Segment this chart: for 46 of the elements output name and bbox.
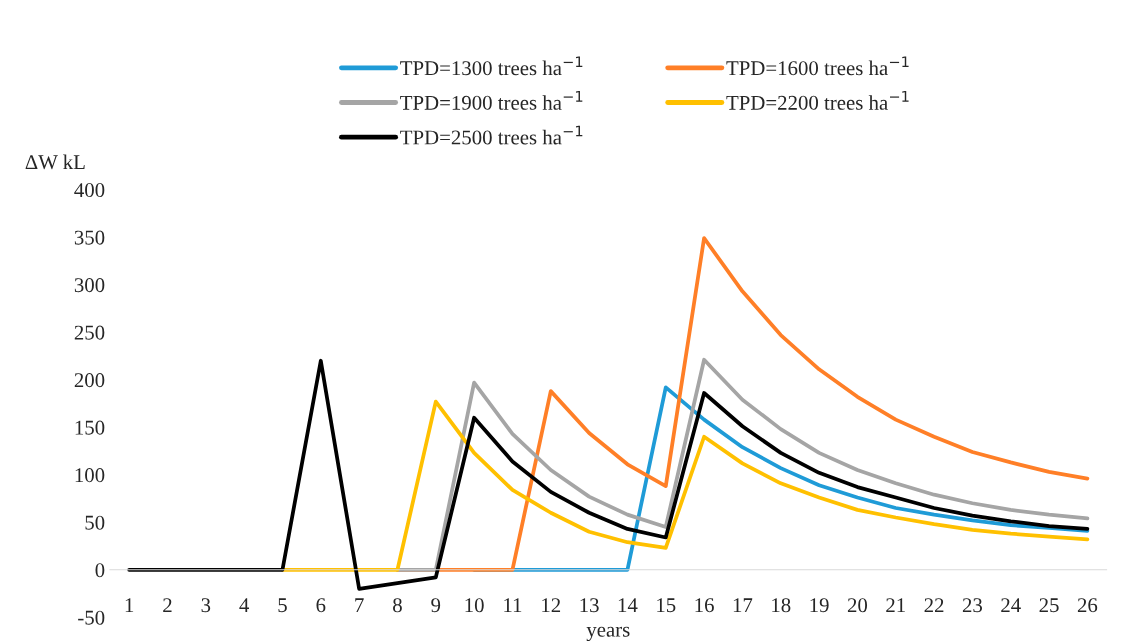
legend-label: TPD=2200 trees ha$^{−1}$	[726, 91, 909, 110]
line-series	[395, 357, 1090, 572]
x-tick-label: 9	[431, 598, 441, 613]
x-tick-label: 13	[580, 598, 599, 613]
legend-label: TPD=1600 trees ha$^{−1}$	[726, 56, 909, 76]
y-tick-label: 300	[74, 278, 105, 293]
x-tick-label: 22	[924, 598, 944, 612]
x-tick-label: 20	[847, 598, 868, 613]
x-tick-label: 3	[201, 598, 211, 613]
x-tick-label: 1	[125, 598, 134, 612]
x-tick-label: 18	[772, 598, 791, 613]
legend-label: TPD=1900 trees ha$^{−1}$	[400, 91, 583, 110]
x-tick-label: 5	[278, 598, 287, 613]
x-tick-label: 10	[465, 598, 484, 613]
legend-label: TPD=2500 trees ha$^{−1}$	[400, 125, 583, 145]
x-tick-label: 12	[542, 598, 561, 612]
x-tick-label: 17	[733, 598, 753, 612]
x-tick-label: 23	[962, 598, 983, 613]
x-tick-label: 15	[657, 598, 676, 613]
y-tick-label: 400	[74, 183, 105, 198]
x-tick-label: 26	[1077, 598, 1098, 613]
x-tick-label: 14	[618, 598, 638, 612]
x-tick-label: 7	[355, 598, 364, 612]
x-tick-label: 2	[163, 598, 172, 612]
y-tick-label: 200	[74, 373, 105, 388]
x-tick-label: 24	[1001, 598, 1021, 612]
x-tick-label: 6	[316, 598, 326, 613]
line-series	[127, 358, 1090, 591]
x-tick-label: 4	[239, 598, 250, 612]
y-tick-label: 100	[75, 468, 105, 483]
x-tick-label: 19	[810, 598, 829, 613]
y-tick-label: 50	[85, 515, 105, 530]
x-tick-label: 8	[393, 598, 402, 613]
y-tick-label: 150	[75, 420, 105, 435]
line-series	[280, 399, 1090, 572]
y-tick-label: 0	[95, 563, 105, 578]
y-tick-label: 350	[74, 230, 105, 245]
y-tick-label: -50	[78, 610, 105, 625]
x-tick-label: 25	[1039, 598, 1059, 613]
legend-label: TPD=1300 trees ha$^{−1}$	[400, 56, 583, 76]
x-tick-label: 21	[886, 598, 905, 612]
y-tick-label: 250	[74, 325, 105, 340]
x-axis-title: years	[586, 626, 630, 642]
y-axis-title: ΔW kL	[25, 154, 85, 170]
x-tick-label: 16	[695, 598, 714, 613]
x-tick-label: 11	[504, 598, 522, 612]
